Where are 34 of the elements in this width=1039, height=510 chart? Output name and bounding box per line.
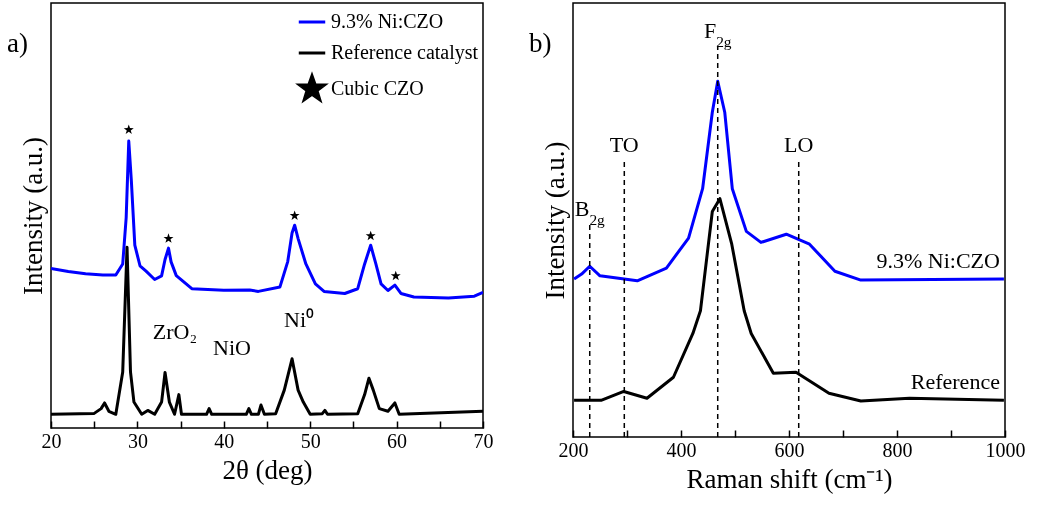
x-tick-label: 20: [41, 429, 62, 452]
legend-label: Cubic CZO: [331, 77, 424, 99]
y-axis-title: Intensity (a.u.): [17, 136, 48, 296]
x-tick-label: 800: [882, 438, 913, 461]
x-axis-title: Raman shift (cm⁻¹): [686, 463, 893, 494]
x-tick-label: 200: [558, 438, 589, 461]
x-tick-label: 30: [127, 429, 148, 452]
point: [123, 124, 134, 134]
annotation: Ni⁰: [284, 307, 314, 332]
point: [163, 233, 174, 243]
x-tick-label: 50: [300, 429, 321, 452]
y-axis-title: Intensity (a.u.): [539, 141, 570, 300]
ref-line-label: B$_{2g}$: [574, 195, 606, 228]
ref-line-label: LO: [784, 131, 814, 157]
x-tick-label: 600: [774, 438, 805, 461]
ref-line-label: TO: [609, 131, 639, 157]
x-axis-title: 2θ (deg): [222, 454, 313, 485]
x-tick-label: 1000: [985, 438, 1026, 461]
point: [365, 230, 376, 241]
series-label: 9.3% Ni:CZO: [876, 248, 1000, 274]
x-tick-label: 70: [473, 429, 494, 452]
annotation: NiO: [213, 335, 251, 360]
x-tick-label: 60: [387, 429, 408, 452]
chart-title: a): [7, 28, 28, 58]
legend-label: 9.3% Ni:CZO: [331, 10, 444, 32]
chart-title: b): [529, 28, 552, 58]
point: [289, 210, 300, 220]
legend-label: Reference catalyst: [331, 41, 479, 64]
ref-line-label: F$_{2g}$: [703, 17, 732, 50]
series-label: Reference: [910, 369, 1000, 395]
x-tick-label: 40: [214, 429, 235, 452]
x-tick-label: 400: [666, 438, 697, 461]
point: [390, 270, 401, 281]
annotation: ZrO₂: [152, 319, 198, 344]
